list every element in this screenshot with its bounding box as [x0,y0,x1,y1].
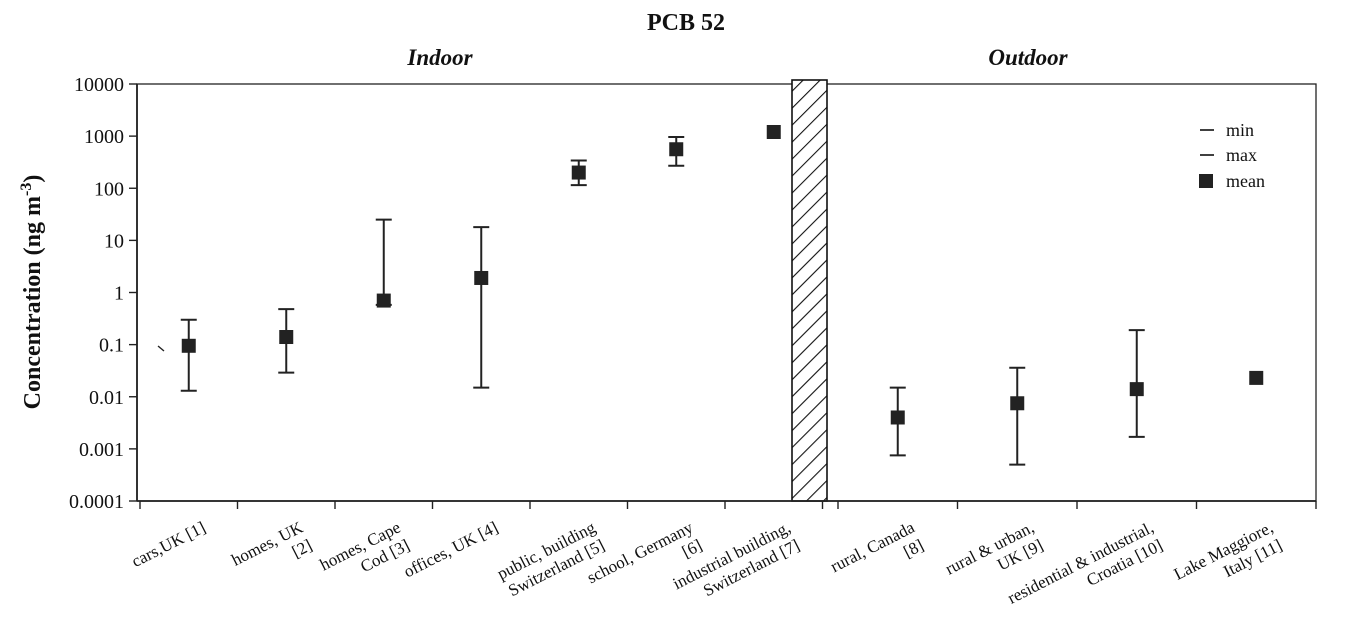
mean-marker [766,124,781,139]
x-category-label: Lake Maggiore,Italy [11] [1171,518,1285,602]
x-category-label: rural, Canada[8] [827,517,927,594]
mean-marker [1129,382,1144,397]
x-category-label: cars,UK [1] [128,518,208,571]
y-tick-label: 0.0001 [69,491,124,513]
mean-marker [279,330,294,345]
x-category-label: public, buildingSwitzerland [5] [494,517,608,601]
legend-mean-marker [1199,174,1213,188]
y-axis-label: Concentration (ng m-3) [18,175,46,410]
x-category-label: homes, CapeCod [3] [317,518,413,593]
x-category-label-line: offices, UK [4] [401,518,501,582]
plot-area: 0.0001 0.001 0.01 0.1 1 10 100 1000 10000 cars,UK… [69,74,1317,608]
legend-min-label: min [1226,120,1254,140]
y-axis-label-main: Concentration (ng m [20,196,46,409]
x-category-label-line: cars,UK [1] [128,518,208,571]
y-axis-label-end: ) [20,175,46,183]
mean-marker [1010,396,1025,411]
legend-max-label: max [1226,145,1257,165]
mean-marker [376,293,391,308]
mean-marker [890,410,905,425]
mean-marker [181,338,196,353]
legend-mean-label: mean [1226,171,1265,191]
chart-title: PCB 52 [647,10,725,36]
mean-marker [474,270,489,285]
indoor-label: Indoor [406,45,473,70]
y-axis-label-exponent: -3 [18,183,35,196]
y-tick-label: 100 [94,178,124,200]
mean-marker [669,142,684,157]
plot-frame [136,83,1317,502]
mean-marker [1249,370,1264,385]
y-tick-label: 1 [114,283,124,305]
y-tick-label: 0.001 [79,439,124,461]
x-category-label: school, Germany[6] [584,517,706,605]
stray-dash-mark [157,345,165,352]
indoor-outdoor-separator [791,79,828,502]
y-tick-label: 0.1 [99,335,124,357]
x-category-label: offices, UK [4] [401,518,501,582]
y-tick-label: 10000 [74,74,124,96]
mean-marker [571,165,586,180]
x-category-label: homes, UK[2] [228,517,315,587]
legend: min max mean [1199,120,1265,191]
y-tick-label: 0.01 [89,387,124,409]
outdoor-label: Outdoor [988,45,1068,70]
y-tick-label: 10 [104,230,124,252]
y-tick-label: 1000 [84,126,124,148]
